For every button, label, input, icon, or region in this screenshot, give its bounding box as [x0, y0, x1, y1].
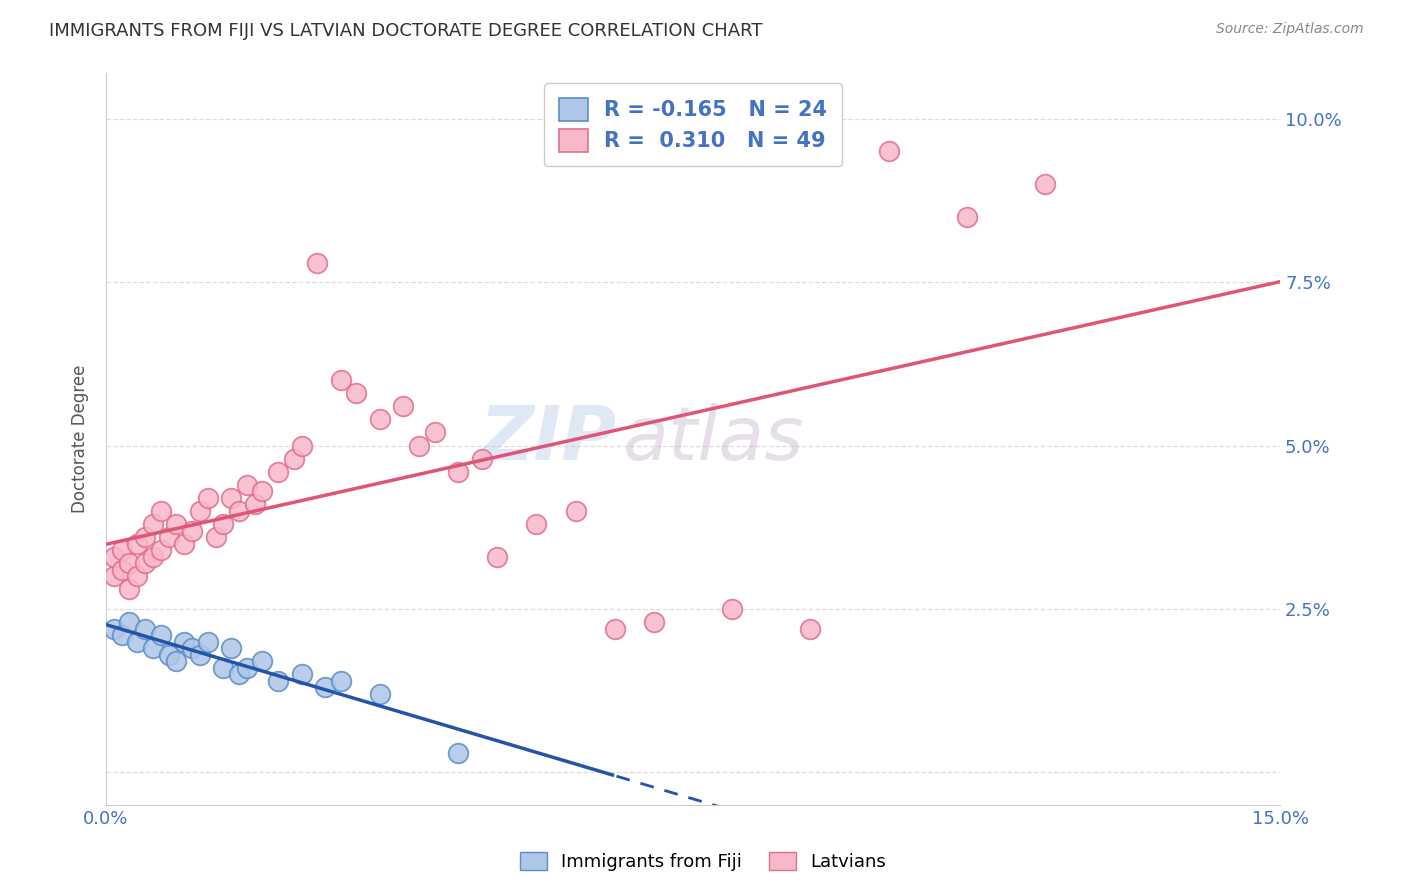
- Point: [314, 681, 336, 695]
- Point: [283, 451, 305, 466]
- Point: [408, 439, 430, 453]
- Point: [103, 549, 125, 564]
- Text: atlas: atlas: [623, 403, 804, 475]
- Point: [526, 516, 548, 531]
- Point: [157, 530, 180, 544]
- Point: [157, 648, 180, 662]
- Point: [103, 569, 125, 583]
- Point: [134, 622, 156, 636]
- Point: [118, 582, 141, 597]
- Point: [212, 661, 235, 675]
- Point: [291, 667, 314, 681]
- Y-axis label: Doctorate Degree: Doctorate Degree: [72, 365, 89, 513]
- Point: [721, 602, 744, 616]
- Point: [127, 536, 149, 550]
- Point: [236, 477, 259, 491]
- Point: [344, 386, 367, 401]
- Point: [103, 622, 125, 636]
- Point: [228, 504, 250, 518]
- Point: [252, 484, 274, 499]
- Point: [127, 634, 149, 648]
- Point: [142, 549, 165, 564]
- Point: [799, 622, 821, 636]
- Point: [368, 412, 391, 426]
- Point: [181, 641, 204, 656]
- Point: [267, 673, 290, 688]
- Point: [877, 145, 900, 159]
- Point: [447, 465, 470, 479]
- Point: [267, 465, 290, 479]
- Point: [392, 400, 415, 414]
- Point: [228, 667, 250, 681]
- Text: IMMIGRANTS FROM FIJI VS LATVIAN DOCTORATE DEGREE CORRELATION CHART: IMMIGRANTS FROM FIJI VS LATVIAN DOCTORAT…: [49, 22, 762, 40]
- Point: [471, 451, 494, 466]
- Legend: R = -0.165   N = 24, R =  0.310   N = 49: R = -0.165 N = 24, R = 0.310 N = 49: [544, 83, 842, 166]
- Point: [110, 563, 132, 577]
- Point: [486, 549, 509, 564]
- Point: [219, 491, 242, 505]
- Point: [447, 746, 470, 760]
- Point: [110, 628, 132, 642]
- Point: [243, 497, 266, 511]
- Point: [142, 641, 165, 656]
- Point: [134, 556, 156, 570]
- Text: Source: ZipAtlas.com: Source: ZipAtlas.com: [1216, 22, 1364, 37]
- Point: [181, 524, 204, 538]
- Point: [368, 687, 391, 701]
- Point: [188, 648, 211, 662]
- Point: [149, 628, 172, 642]
- Point: [197, 634, 219, 648]
- Point: [956, 210, 979, 224]
- Point: [643, 615, 665, 629]
- Point: [188, 504, 211, 518]
- Point: [291, 439, 314, 453]
- Point: [149, 543, 172, 558]
- Point: [165, 516, 187, 531]
- Point: [127, 569, 149, 583]
- Legend: Immigrants from Fiji, Latvians: Immigrants from Fiji, Latvians: [512, 845, 894, 879]
- Point: [603, 622, 626, 636]
- Point: [219, 641, 242, 656]
- Point: [142, 516, 165, 531]
- Point: [564, 504, 586, 518]
- Point: [197, 491, 219, 505]
- Point: [236, 661, 259, 675]
- Point: [165, 654, 187, 668]
- Point: [307, 255, 329, 269]
- Point: [173, 634, 195, 648]
- Point: [212, 516, 235, 531]
- Point: [329, 673, 352, 688]
- Point: [423, 425, 446, 440]
- Point: [149, 504, 172, 518]
- Point: [118, 615, 141, 629]
- Point: [329, 373, 352, 387]
- Point: [173, 536, 195, 550]
- Point: [1033, 177, 1056, 191]
- Point: [118, 556, 141, 570]
- Text: ZIP: ZIP: [479, 402, 617, 475]
- Point: [110, 543, 132, 558]
- Point: [204, 530, 226, 544]
- Point: [134, 530, 156, 544]
- Point: [252, 654, 274, 668]
